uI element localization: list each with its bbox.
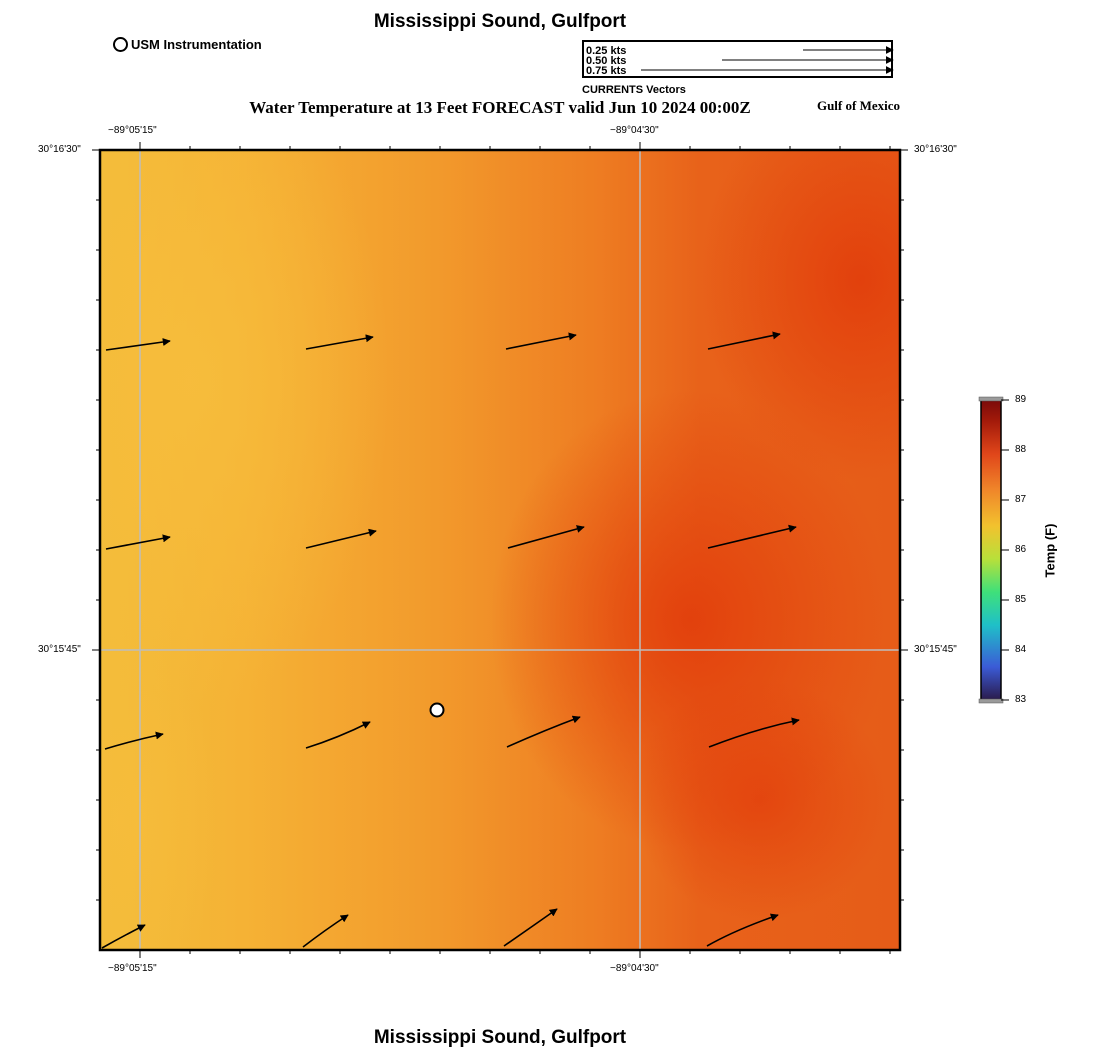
current-arrow	[506, 715, 581, 748]
current-arrow	[104, 731, 164, 750]
currents-legend-caption: CURRENTS Vectors	[582, 84, 686, 96]
lat-label-right-2: 30°15'45"	[914, 644, 957, 655]
current-arrow	[105, 534, 171, 550]
current-arrow	[503, 908, 558, 947]
lat-label-right-1: 30°16'30"	[914, 144, 957, 155]
map-title-top: Mississippi Sound, Gulfport	[373, 11, 627, 32]
currents-legend-arrows	[641, 46, 894, 74]
graticule	[100, 150, 900, 950]
colorbar-tick-label: 88	[1015, 444, 1027, 455]
current-arrow	[707, 331, 781, 350]
currents-legend-label: 0.50 kts	[586, 55, 627, 67]
current-arrow	[105, 338, 171, 351]
currents-legend-label: 0.25 kts	[586, 45, 627, 57]
colorbar-tick-label: 84	[1015, 644, 1027, 655]
lon-label-top-2: −89°04'30"	[610, 125, 659, 136]
station-legend: USM Instrumentation	[113, 37, 262, 52]
map-ticks	[92, 142, 908, 958]
current-vectors	[101, 331, 800, 949]
current-arrow	[505, 332, 577, 350]
current-arrow	[101, 924, 146, 949]
map-title-bottom: Mississippi Sound, Gulfport	[373, 1027, 627, 1048]
station-legend-label: USM Instrumentation	[131, 37, 262, 52]
region-label: Gulf of Mexico	[816, 98, 900, 113]
colorbar	[978, 396, 1009, 704]
lat-label-left-2: 30°15'45"	[38, 644, 81, 655]
current-arrow	[305, 528, 377, 549]
lon-label-top-1: −89°05'15"	[108, 125, 157, 136]
colorbar-tick-label: 89	[1015, 394, 1027, 405]
open-circle-icon	[113, 37, 128, 52]
current-arrow	[507, 525, 585, 549]
colorbar-tick-label: 85	[1015, 594, 1027, 605]
current-arrow	[305, 721, 371, 749]
currents-legend-label: 0.75 kts	[586, 65, 627, 77]
current-arrow	[707, 524, 797, 549]
lon-label-bottom-1: −89°05'15"	[108, 963, 157, 974]
colorbar-tick-label: 83	[1015, 694, 1027, 705]
temperature-field	[100, 150, 900, 950]
open-circle-icon[interactable]	[429, 702, 445, 718]
lon-label-bottom-2: −89°04'30"	[610, 963, 659, 974]
colorbar-tick-label: 86	[1015, 544, 1027, 555]
colorbar-ramp	[980, 399, 1002, 701]
colorbar-ticks	[1001, 399, 1009, 701]
map-subtitle: Water Temperature at 13 Feet FORECAST va…	[249, 98, 751, 117]
current-arrow	[706, 913, 779, 947]
lat-label-left-1: 30°16'30"	[38, 144, 81, 155]
current-arrow	[305, 334, 374, 350]
current-arrow	[708, 717, 800, 748]
current-arrow	[302, 914, 349, 948]
colorbar-tick-label: 87	[1015, 494, 1027, 505]
